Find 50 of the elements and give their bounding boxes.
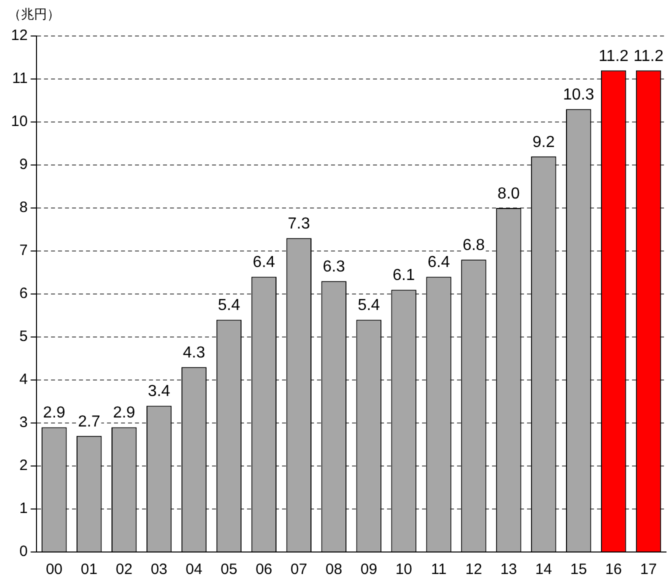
x-tick-label: 15 <box>570 561 587 578</box>
y-tick-label: 1 <box>19 500 28 518</box>
y-tick-label: 9 <box>19 156 28 174</box>
data-label: 3.4 <box>148 383 170 400</box>
data-label: 5.4 <box>218 297 240 314</box>
x-tick-label: 05 <box>220 561 238 578</box>
x-tick-label: 08 <box>326 561 342 578</box>
data-label: 2.9 <box>43 404 66 422</box>
x-tick-label: 16 <box>605 561 622 578</box>
y-axis-title: （兆円） <box>8 6 60 22</box>
x-tick-label: 10 <box>395 561 412 578</box>
y-tick-label: 11 <box>12 70 28 88</box>
y-tick-label: 5 <box>19 328 28 346</box>
data-label: 4.3 <box>182 344 206 362</box>
data-label: 6.4 <box>252 254 276 272</box>
x-tick-label: 00 <box>46 561 63 578</box>
data-label: 10.3 <box>563 86 594 104</box>
y-tick-label: 2 <box>19 457 28 474</box>
data-label: 6.8 <box>462 237 485 254</box>
data-label: 11.2 <box>634 48 664 65</box>
data-label: 6.4 <box>428 254 450 272</box>
data-label: 2.9 <box>112 404 136 422</box>
data-label: 6.1 <box>392 267 416 284</box>
x-tick-label: 14 <box>535 561 552 578</box>
x-tick-label: 13 <box>500 561 518 578</box>
y-tick-label: 0 <box>19 543 28 560</box>
x-tick-label: 09 <box>360 561 378 578</box>
x-tick-label: 07 <box>290 561 308 578</box>
data-label: 9.2 <box>532 134 555 151</box>
x-tick-label: 12 <box>465 561 482 578</box>
y-tick-label: 7 <box>19 242 28 260</box>
data-label: 5.4 <box>358 297 380 314</box>
x-tick-label: 04 <box>186 561 202 578</box>
x-tick-label: 17 <box>640 561 657 578</box>
data-label: 11.2 <box>598 48 629 65</box>
x-tick-label: 03 <box>150 561 168 578</box>
data-label: 8.0 <box>498 185 520 202</box>
y-tick-label: 6 <box>19 285 28 302</box>
x-tick-label: 06 <box>256 561 272 578</box>
x-tick-label: 11 <box>430 561 447 578</box>
data-label: 2.7 <box>78 413 100 430</box>
data-label: 6.3 <box>322 258 346 276</box>
y-tick-label: 8 <box>19 199 28 216</box>
data-label: 7.3 <box>288 216 310 233</box>
y-tick-label: 4 <box>19 371 28 388</box>
x-tick-label: 02 <box>116 561 132 578</box>
y-tick-label: 12 <box>10 27 28 44</box>
x-tick-label: 01 <box>80 561 98 578</box>
y-tick-label: 10 <box>10 113 28 130</box>
y-tick-label: 3 <box>19 414 28 432</box>
